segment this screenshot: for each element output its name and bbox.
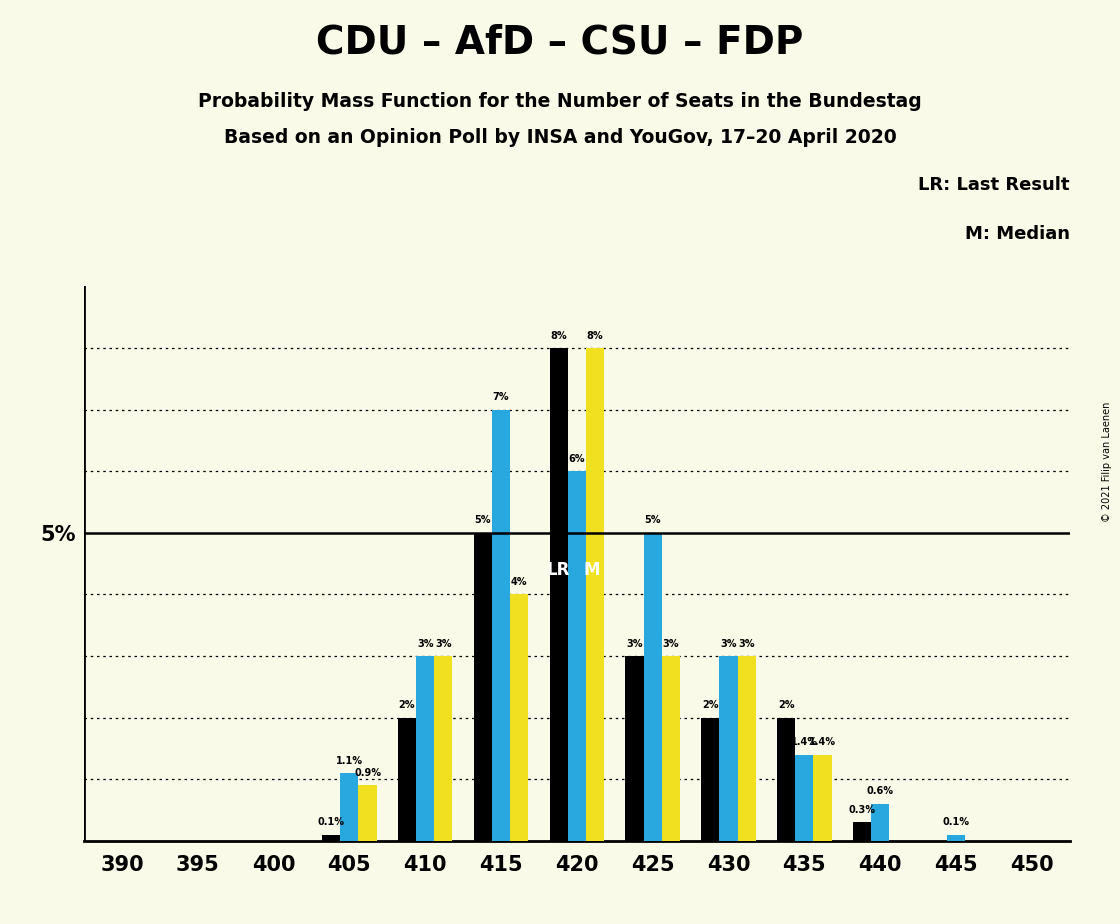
Text: M: M (584, 561, 600, 578)
Bar (701, 718, 719, 841)
Text: 3%: 3% (720, 638, 737, 649)
Bar (852, 822, 871, 841)
Text: 5%: 5% (475, 516, 491, 526)
Bar (738, 656, 756, 841)
Text: © 2021 Filip van Laenen: © 2021 Filip van Laenen (1102, 402, 1112, 522)
Bar (644, 533, 662, 841)
Bar (568, 471, 586, 841)
Text: LR: LR (547, 561, 570, 578)
Text: 0.6%: 0.6% (867, 786, 894, 796)
Text: Based on an Opinion Poll by INSA and YouGov, 17–20 April 2020: Based on an Opinion Poll by INSA and You… (224, 128, 896, 147)
Bar (340, 773, 358, 841)
Bar (492, 409, 510, 841)
Text: 0.3%: 0.3% (848, 805, 876, 815)
Text: 0.1%: 0.1% (942, 818, 970, 827)
Text: 2%: 2% (702, 700, 719, 711)
Text: 2%: 2% (399, 700, 416, 711)
Bar (323, 834, 340, 841)
Bar (586, 348, 604, 841)
Bar (550, 348, 568, 841)
Text: 0.1%: 0.1% (318, 818, 345, 827)
Text: LR: Last Result: LR: Last Result (918, 176, 1070, 193)
Text: 2%: 2% (777, 700, 794, 711)
Bar (416, 656, 435, 841)
Bar (946, 834, 965, 841)
Text: 7%: 7% (493, 393, 510, 402)
Text: 8%: 8% (550, 331, 567, 341)
Text: 3%: 3% (435, 638, 451, 649)
Text: Probability Mass Function for the Number of Seats in the Bundestag: Probability Mass Function for the Number… (198, 92, 922, 112)
Bar (777, 718, 795, 841)
Text: 4%: 4% (511, 578, 528, 587)
Text: 1.4%: 1.4% (791, 737, 818, 748)
Bar (510, 594, 529, 841)
Text: CDU – AfD – CSU – FDP: CDU – AfD – CSU – FDP (316, 23, 804, 61)
Bar (662, 656, 680, 841)
Bar (358, 785, 376, 841)
Text: 8%: 8% (587, 331, 604, 341)
Bar (625, 656, 644, 841)
Text: 1.4%: 1.4% (809, 737, 836, 748)
Text: 3%: 3% (738, 638, 755, 649)
Text: 1.1%: 1.1% (336, 756, 363, 766)
Text: 0.9%: 0.9% (354, 768, 381, 778)
Bar (871, 804, 889, 841)
Bar (474, 533, 492, 841)
Text: 3%: 3% (626, 638, 643, 649)
Text: 5%: 5% (644, 516, 661, 526)
Bar (398, 718, 416, 841)
Text: M: Median: M: Median (964, 225, 1070, 243)
Text: 3%: 3% (417, 638, 433, 649)
Bar (435, 656, 452, 841)
Text: 3%: 3% (663, 638, 679, 649)
Bar (795, 755, 813, 841)
Bar (719, 656, 738, 841)
Text: 6%: 6% (569, 454, 585, 464)
Bar (813, 755, 831, 841)
